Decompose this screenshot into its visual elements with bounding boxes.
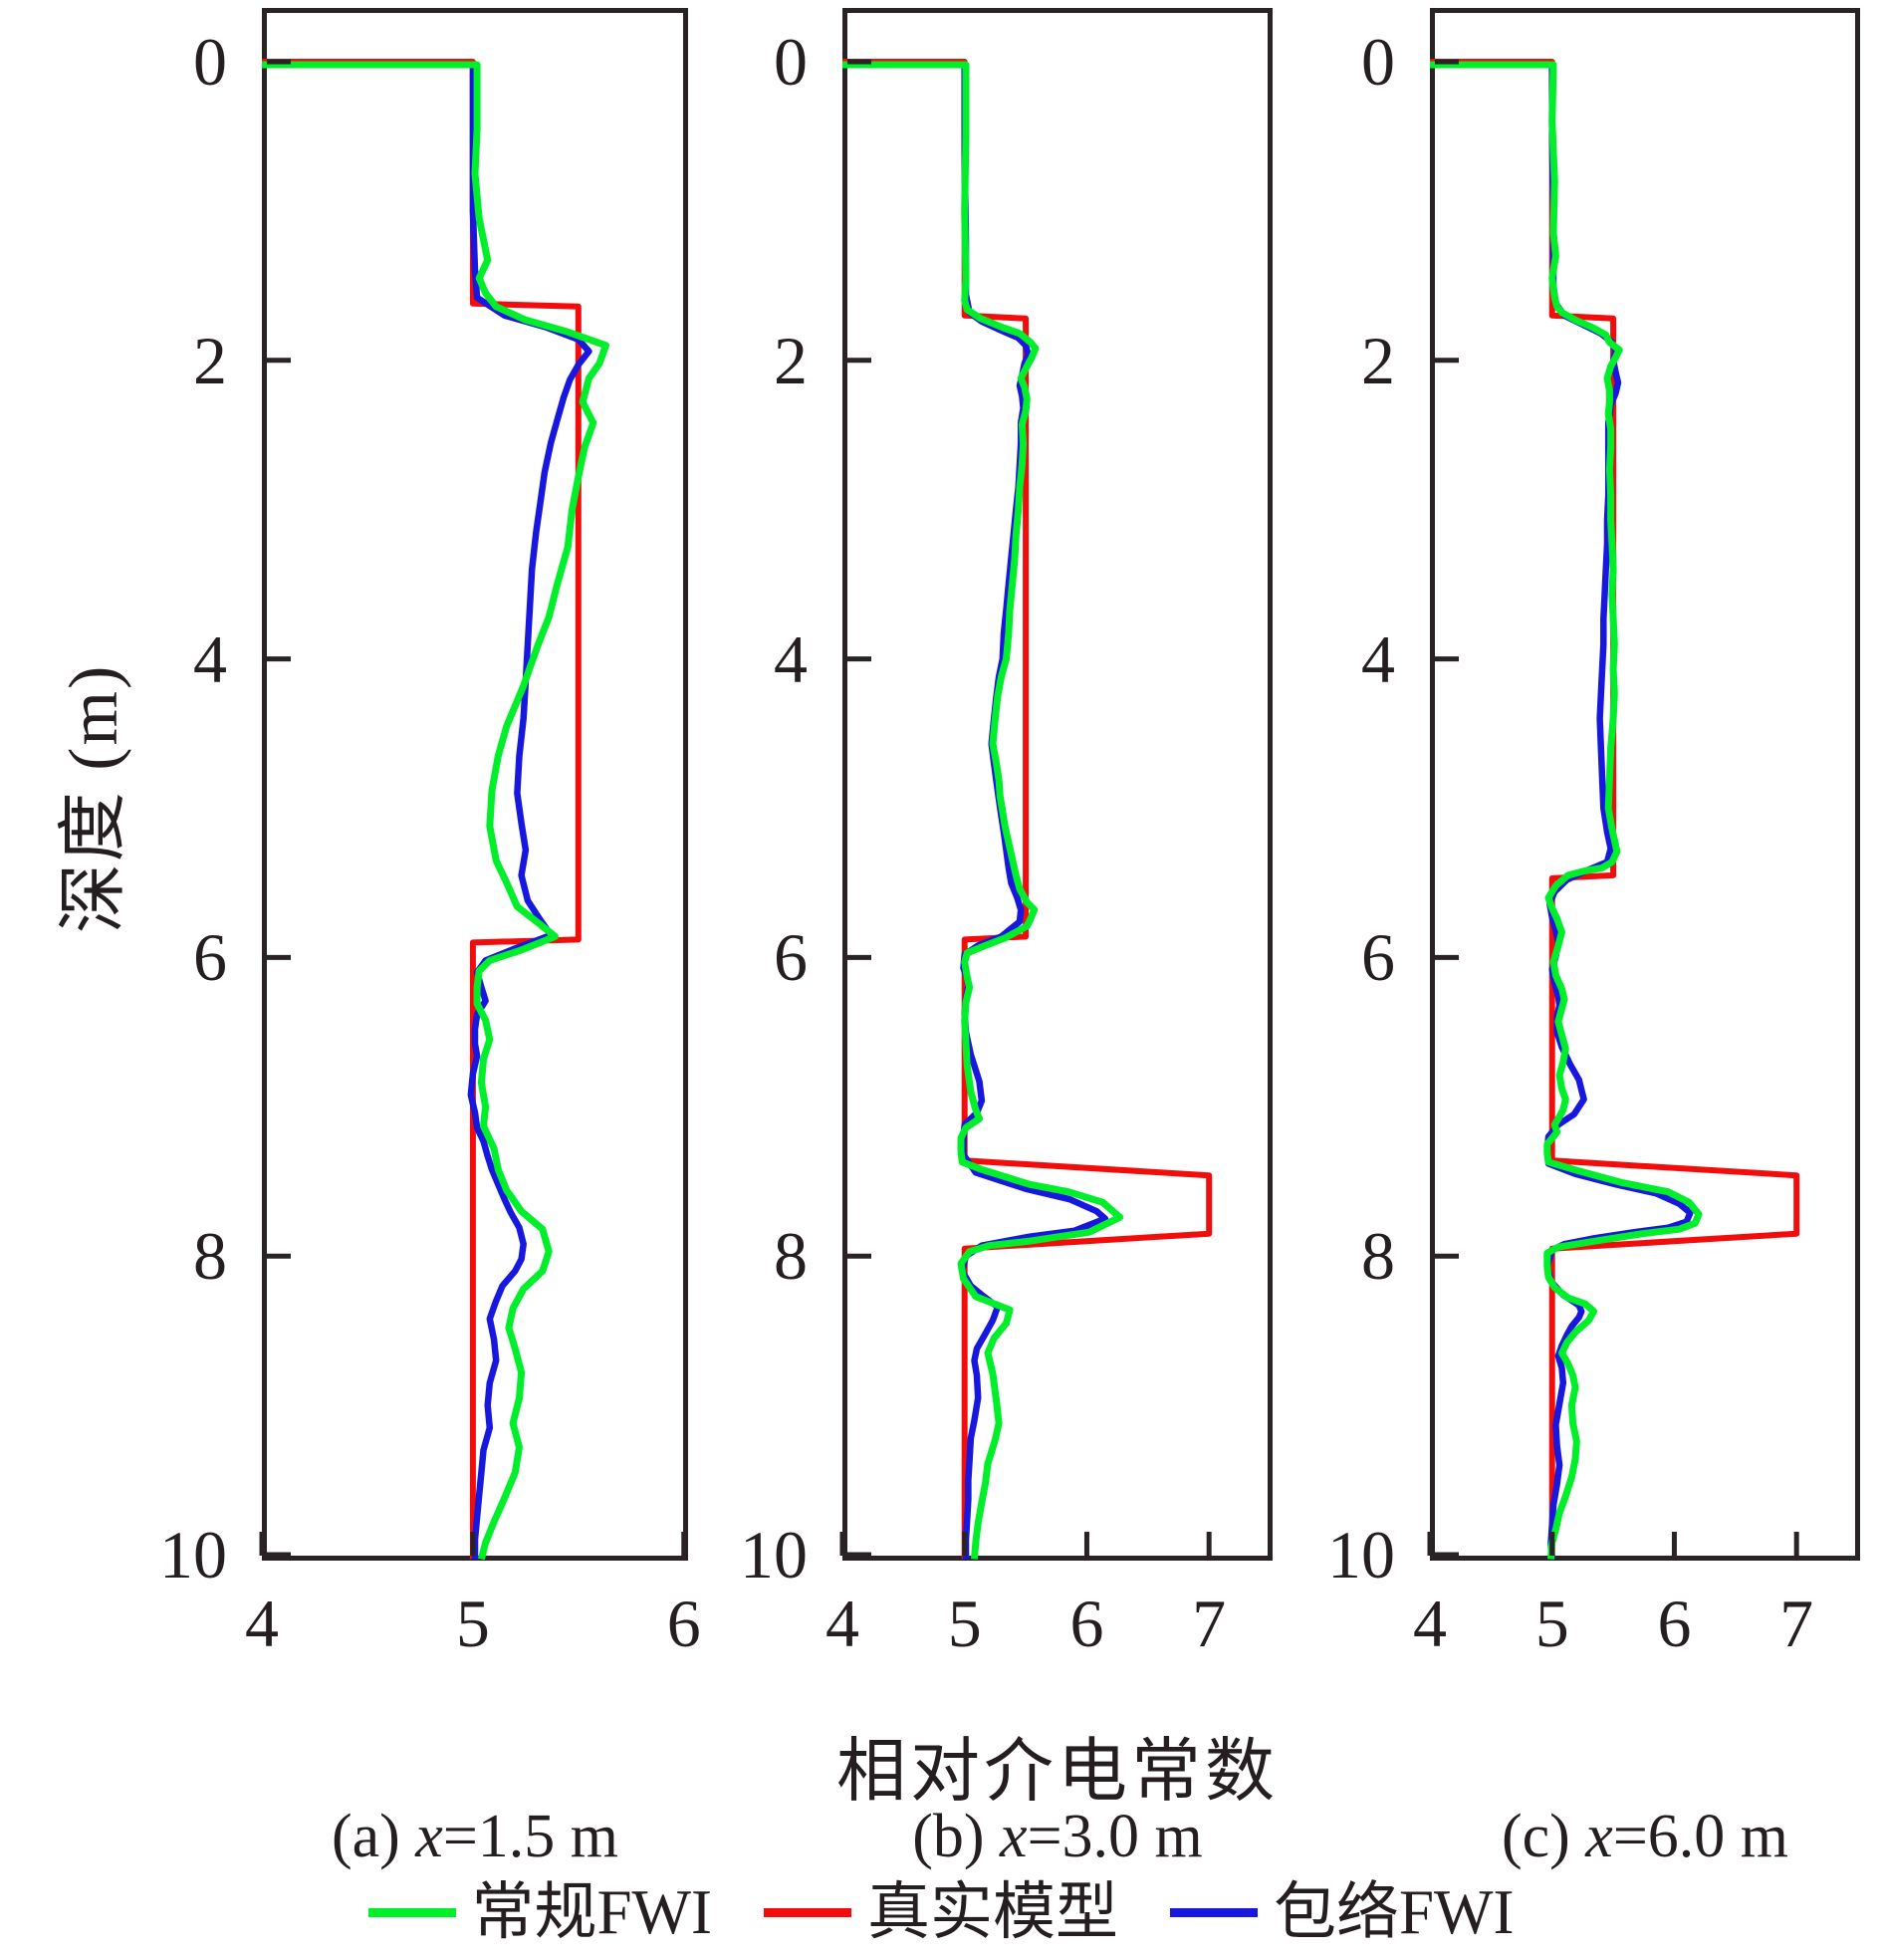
y-axis-label: 深度 (m): [56, 663, 132, 934]
caption-text: (c): [1501, 1803, 1586, 1870]
x-tick-label: 6: [1069, 1586, 1104, 1661]
y-tick-label: 8: [1361, 1218, 1395, 1295]
x-axis-label: 相对介电常数: [836, 1734, 1279, 1811]
x-tick-label: 5: [947, 1586, 982, 1661]
panel-b: [839, 8, 1273, 1561]
y-tick-label: 10: [1327, 1517, 1395, 1592]
y-tick-label: 0: [1361, 23, 1395, 100]
y-tick-label: 4: [774, 620, 808, 697]
legend-swatch-true_model: [764, 1907, 851, 1917]
subplot-caption: (b) x=3.0 m: [749, 1799, 1366, 1874]
series-envelope_fwi-line: [262, 61, 592, 1560]
x-tick-label: 4: [245, 1586, 279, 1661]
y-tick-label: 10: [740, 1517, 808, 1592]
legend: 常规FWI 真实模型 包络FWI: [0, 1874, 1882, 1950]
series-true_model-line: [1430, 59, 1800, 1560]
x-tick-label: 4: [825, 1586, 859, 1661]
caption-text: =3.0 m: [1027, 1803, 1203, 1870]
x-tick-label: 6: [666, 1586, 701, 1661]
caption-text: (b): [912, 1803, 1001, 1870]
x-tick-label: 4: [1413, 1586, 1447, 1661]
legend-swatch-envelope_fwi: [1170, 1907, 1258, 1917]
legend-item-conventional_fwi: 常规FWI: [367, 1874, 712, 1950]
x-tick-label: 5: [1534, 1586, 1569, 1661]
axes-frame: [842, 8, 1273, 1561]
caption-text: =1.5 m: [442, 1803, 619, 1870]
y-tick-label: 2: [193, 322, 227, 398]
y-tick-label: 8: [774, 1218, 808, 1295]
panel-c: [1427, 8, 1860, 1561]
y-tick-label: 6: [193, 919, 227, 996]
legend-label: 真实模型: [867, 1877, 1118, 1947]
caption-text: (a): [331, 1803, 416, 1870]
subplot-caption: (c) x=6.0 m: [1336, 1799, 1882, 1874]
series-true_model-line: [842, 59, 1213, 1560]
legend-item-envelope_fwi: 包络FWI: [1170, 1874, 1514, 1950]
y-tick-label: 4: [193, 620, 227, 697]
y-tick-label: 0: [774, 23, 808, 100]
caption-variable: x: [1000, 1803, 1028, 1870]
y-tick-label: 0: [193, 23, 227, 100]
axes-frame: [1430, 8, 1860, 1561]
x-tick-label: 5: [455, 1586, 490, 1661]
caption-variable: x: [1585, 1803, 1613, 1870]
legend-item-true_model: 真实模型: [764, 1874, 1118, 1950]
series-conventional_fwi-line: [1430, 61, 1703, 1560]
x-tick-label: 7: [1779, 1586, 1814, 1661]
y-tick-label: 8: [193, 1218, 227, 1295]
series-true_model-line: [262, 59, 582, 1560]
legend-label: 包络FWI: [1274, 1877, 1515, 1947]
legend-label: 常规FWI: [471, 1877, 712, 1947]
caption-variable: x: [415, 1803, 443, 1870]
series-conventional_fwi-line: [262, 61, 609, 1561]
y-tick-label: 6: [1361, 919, 1395, 996]
legend-swatch-conventional_fwi: [367, 1907, 456, 1917]
x-tick-label: 7: [1192, 1586, 1227, 1661]
y-tick-label: 6: [774, 919, 808, 996]
y-tick-label: 2: [774, 322, 808, 398]
y-tick-label: 10: [159, 1517, 227, 1592]
y-tick-label: 2: [1361, 322, 1395, 398]
x-tick-label: 6: [1657, 1586, 1692, 1661]
panel-a: [259, 8, 688, 1561]
y-tick-label: 4: [1361, 620, 1395, 697]
series-envelope_fwi-line: [842, 61, 1109, 1560]
series-envelope_fwi-line: [1430, 61, 1694, 1560]
series-conventional_fwi-line: [842, 61, 1124, 1560]
subplot-caption: (a) x=1.5 m: [166, 1799, 784, 1874]
caption-text: =6.0 m: [1612, 1803, 1789, 1870]
